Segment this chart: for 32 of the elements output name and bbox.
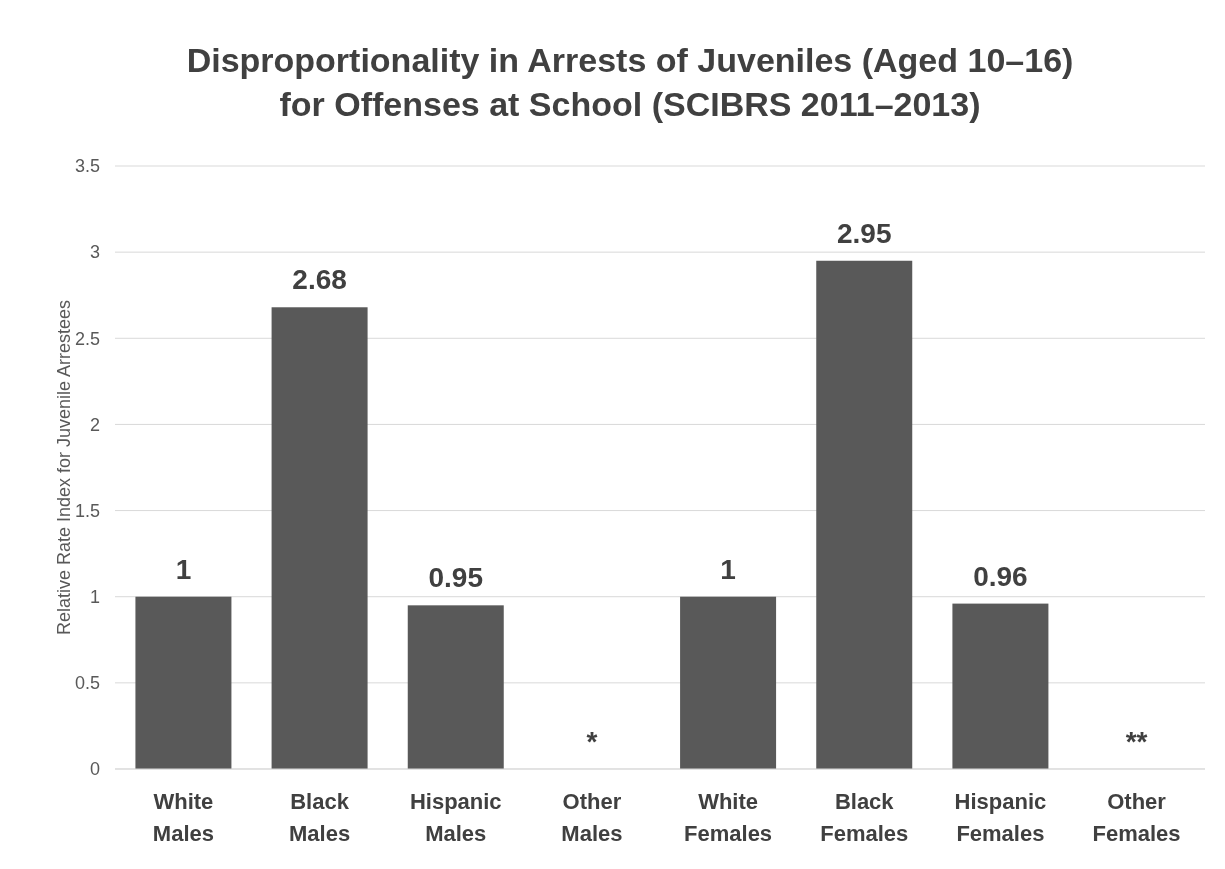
y-tick-label: 1.5 [74,500,100,521]
bar [407,605,504,769]
x-tick-label: White Males [152,789,214,846]
x-tick-label: Other Males [561,789,623,846]
bar [816,260,913,769]
y-axis-title: Relative Rate Index for Juvenile Arrestees [54,299,74,636]
data-label: 0.95 [428,562,483,594]
x-tick-label: Black Females [820,789,909,846]
data-label: 1 [175,553,192,585]
y-tick-label: 3 [89,242,100,263]
x-tick-label: White Females [684,789,773,846]
text: ** [1125,726,1148,757]
data-label: 2.68 [292,264,347,296]
chart-title: Disproportionality in Arrests of Juveniles (Aged 10–16) for Offenses at School (SCIBRS 2011–2013) [186,41,1074,123]
data-label: 1 [720,553,736,585]
y-tick-label: 2 [89,414,100,435]
y-tick-label: 0.5 [74,673,100,694]
y-tick-label: 0 [89,759,100,780]
y-tick-label: 3.5 [74,156,100,177]
data-label: 0.96 [973,560,1028,592]
x-tick-label: Other Females [1092,789,1181,846]
y-tick-label: 1 [89,587,100,608]
bar [952,603,1049,769]
text: * [586,726,598,757]
x-tick-label: Hispanic Females [954,789,1047,846]
data-label: 2.95 [837,217,892,249]
x-tick-label: Hispanic Males [409,789,502,846]
bar [680,596,777,769]
bar [271,307,368,769]
y-tick-label: 2.5 [74,328,100,349]
bar [135,596,232,769]
x-tick-label: Black Males [289,789,351,846]
